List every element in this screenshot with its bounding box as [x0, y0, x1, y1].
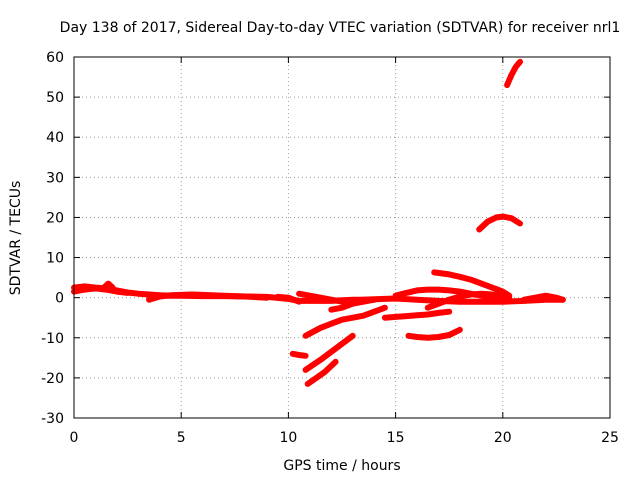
- y-tick-label-7: 40: [46, 130, 64, 146]
- series-s9: [302, 304, 388, 339]
- series-s17: [304, 358, 339, 387]
- y-tick-label-5: 20: [46, 210, 64, 226]
- series-s14: [405, 326, 463, 341]
- series-s12: [424, 290, 513, 311]
- series-s4: [146, 291, 270, 303]
- ticks: 0 5 10 15 20 25 -30 -20 -10 0 10 20 30 40 50 60: [41, 50, 619, 446]
- series-s7: [521, 292, 566, 303]
- y-tick-label-4: 10: [46, 251, 64, 267]
- series-s13: [431, 269, 513, 299]
- series-s5: [274, 293, 303, 305]
- series-s6: [296, 290, 566, 305]
- x-tick-label-2: 10: [279, 430, 297, 446]
- series-s10: [381, 308, 453, 321]
- chart-title: Day 138 of 2017, Sidereal Day-to-day VTE…: [60, 20, 621, 36]
- plot-frame: [73, 56, 611, 419]
- x-tick-label-4: 20: [494, 430, 512, 446]
- y-tick-label-8: 50: [46, 90, 64, 106]
- y-tick-label-1: -20: [41, 371, 64, 387]
- series-group: [71, 58, 566, 387]
- y-tick-label-0: -30: [41, 411, 64, 427]
- series-s19: [504, 58, 523, 89]
- x-tick-label-0: 0: [70, 430, 79, 446]
- series-s15: [289, 350, 309, 359]
- series-s16: [302, 332, 356, 373]
- x-tick-label-3: 15: [387, 430, 405, 446]
- x-tick-label-5: 25: [601, 430, 619, 446]
- series-s8: [328, 296, 378, 313]
- y-tick-label-9: 60: [46, 50, 64, 66]
- x-axis-label: GPS time / hours: [283, 458, 400, 474]
- series-s2: [71, 285, 131, 296]
- x-tick-label-1: 5: [177, 430, 186, 446]
- y-tick-label-6: 30: [46, 170, 64, 186]
- y-tick-label-3: 0: [55, 291, 64, 307]
- y-tick-label-2: -10: [41, 331, 64, 347]
- series-s18: [476, 213, 523, 233]
- series-s3: [101, 280, 116, 291]
- y-axis-label: SDTVAR / TECUs: [8, 181, 24, 296]
